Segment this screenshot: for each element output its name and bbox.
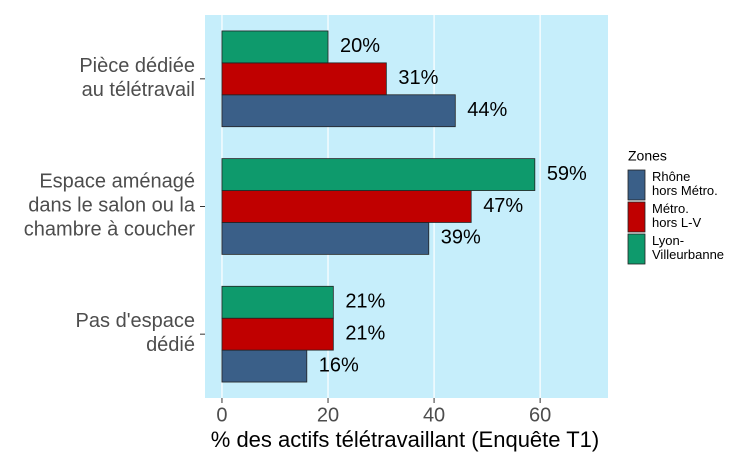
y-tick-label: Espace aménagé dans le salon ou la chambre… — [24, 171, 196, 241]
y-tick-label: Pas d'espace dédié — [76, 310, 195, 356]
x-axis-title: % des actifs télétravaillant (Enquête T1… — [211, 427, 599, 452]
bar — [221, 94, 456, 128]
legend-swatch — [627, 233, 646, 265]
x-tick-label: 20 — [317, 404, 339, 426]
x-tick-label: 40 — [423, 404, 445, 426]
bar — [221, 158, 536, 191]
x-tick-label: 60 — [529, 404, 551, 426]
legend-label: Rhône hors Métro. — [652, 169, 718, 198]
value-label: 47% — [483, 195, 523, 217]
bar — [221, 349, 308, 383]
legend-swatch — [627, 201, 646, 233]
bar — [221, 30, 329, 64]
value-label: 20% — [340, 35, 380, 57]
legend-title: Zones — [628, 148, 667, 164]
bar — [221, 285, 334, 319]
value-label: 31% — [398, 67, 438, 89]
bar — [221, 190, 472, 223]
value-label: 39% — [441, 227, 481, 249]
bar — [221, 317, 334, 351]
bar — [221, 62, 387, 96]
legend-label: Lyon-Villeurbanne — [652, 233, 724, 262]
x-tick-label: 0 — [216, 404, 227, 426]
legend-label: Métro. hors L-V — [652, 201, 701, 230]
value-label: 21% — [345, 291, 385, 313]
legend-swatch — [627, 169, 646, 201]
bar — [221, 222, 430, 255]
value-label: 59% — [547, 163, 587, 185]
value-label: 21% — [345, 322, 385, 344]
value-label: 44% — [467, 99, 507, 121]
y-tick-label: Pièce dédiée au télétravail — [79, 55, 195, 101]
value-label: 16% — [319, 354, 359, 376]
